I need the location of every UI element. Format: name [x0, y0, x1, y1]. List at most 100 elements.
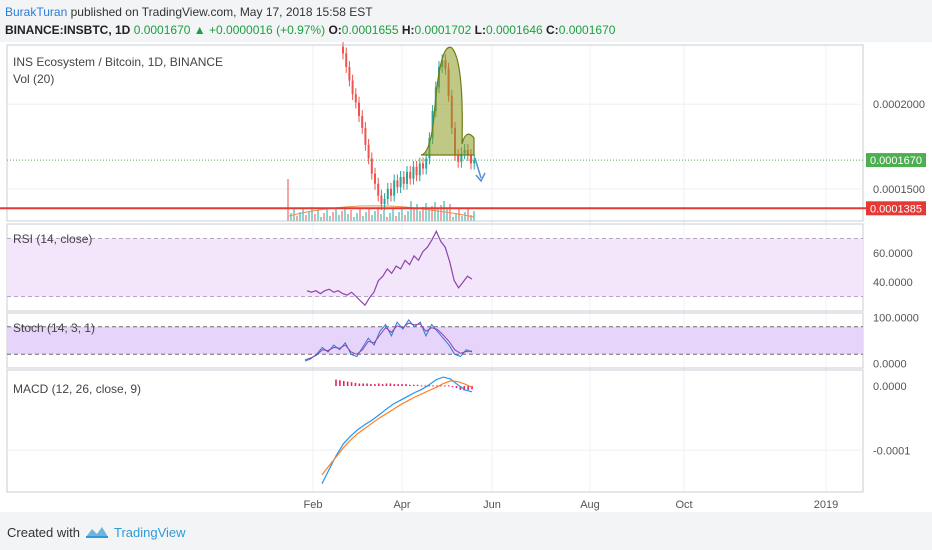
volume-bar [311, 207, 313, 221]
volume-bar [401, 208, 403, 221]
candle-body [358, 102, 360, 117]
volume-bar [308, 211, 310, 221]
macd-histogram-bar [354, 382, 357, 387]
open-label: O: [328, 23, 342, 37]
volume-bar [431, 206, 433, 221]
candle-body [351, 80, 354, 95]
macd-histogram-bar [374, 384, 376, 387]
rsi-pane-title: RSI (14, close) [13, 232, 92, 246]
macd-signal-line [321, 380, 473, 476]
volume-label: Vol (20) [13, 72, 54, 86]
macd-histogram-bar [416, 384, 419, 387]
high-label: H: [401, 23, 415, 37]
volume-bar [347, 214, 349, 221]
open-value: 0.0001655 [341, 23, 399, 37]
volume-bar [317, 210, 319, 221]
current-price-tag [866, 153, 926, 168]
volume-bar [314, 214, 316, 221]
candle-body [370, 158, 373, 174]
macd-histogram-bar [444, 385, 446, 387]
macd-histogram-bar [350, 382, 353, 387]
candle-body [377, 183, 380, 196]
candle-body [473, 160, 476, 164]
candle-body [425, 158, 428, 169]
support-price-tag [866, 201, 926, 216]
candle-body [342, 46, 344, 54]
volume-ma-line [288, 205, 475, 218]
volume-bar [413, 208, 415, 221]
volume-bar [428, 210, 430, 221]
macd-histogram-bar [412, 384, 415, 387]
volume-bar [407, 211, 409, 221]
macd-histogram-bar [455, 386, 458, 388]
created-with-text: Created with [7, 525, 80, 540]
volume-bar [389, 213, 391, 221]
chart-header: BurakTuran published on TradingView.com,… [0, 0, 932, 40]
candle-body [470, 155, 472, 164]
volume-bar [398, 212, 400, 221]
macd-histogram-bar [397, 384, 399, 387]
candle-body [396, 180, 399, 188]
volume-bar [464, 212, 466, 221]
candle-body [399, 177, 402, 188]
macd-histogram-bar [346, 381, 349, 387]
volume-bar [290, 213, 292, 221]
volume-bar [362, 216, 364, 221]
candle-body [361, 116, 364, 128]
low-label: L: [474, 23, 486, 37]
volume-bar [320, 217, 322, 221]
price-tick-label: 0.0001500 [873, 184, 925, 196]
macd-tick-label: -0.0001 [873, 445, 910, 457]
time-tick-label: 2019 [814, 499, 838, 511]
macd-pane-title: MACD (12, 26, close, 9) [13, 382, 141, 396]
high-value: 0.0001702 [414, 23, 472, 37]
macd-histogram-bar [339, 380, 341, 387]
macd-histogram-bar [377, 383, 380, 387]
volume-bar [353, 217, 355, 221]
volume-bar [440, 205, 442, 221]
time-tick-label: Apr [393, 499, 410, 511]
rsi-tick-label: 40.0000 [873, 277, 913, 289]
macd-histogram-bar [335, 379, 337, 387]
volume-bar [437, 209, 439, 221]
symbol-label: BINANCE:INSBTC, 1D [5, 23, 131, 37]
candle-body [380, 195, 383, 205]
volume-bar [329, 216, 331, 221]
volume-bar [470, 215, 472, 221]
last-price: 0.0001670 [133, 23, 191, 37]
candle-body [422, 163, 424, 169]
volume-bar [446, 208, 448, 221]
stoch-d-line [304, 322, 473, 361]
author-link[interactable]: BurakTuran [5, 5, 68, 19]
tradingview-logo-icon [86, 527, 108, 538]
volume-bar [356, 213, 358, 221]
candle-body [374, 173, 376, 184]
volume-bar [434, 202, 436, 221]
down-arrow-icon [474, 157, 482, 179]
volume-bar [443, 201, 445, 221]
time-tick-label: Feb [304, 499, 323, 511]
macd-histogram-bar [409, 384, 411, 387]
volume-bar [410, 201, 412, 221]
candle-body [367, 144, 370, 159]
time-tick-label: Aug [580, 499, 600, 511]
macd-histogram-bar [428, 385, 431, 387]
tradingview-brand-link[interactable]: TradingView [114, 525, 186, 540]
candle-body [348, 67, 351, 81]
time-tick-label: Oct [675, 499, 692, 511]
volume-bar [473, 211, 475, 221]
volume-bar [467, 208, 469, 221]
stoch-band [7, 326, 863, 355]
close-label: C: [546, 23, 559, 37]
macd-histogram-bar [463, 386, 466, 391]
macd-histogram-bar [385, 383, 388, 387]
trading-chart[interactable]: 0.0002000 0.0001500 0.0001670 0.0001385 INS … [0, 42, 932, 512]
ohlc-line: BINANCE:INSBTC, 1D 0.0001670 ▲ +0.000001… [5, 23, 615, 37]
volume-bar [461, 216, 463, 221]
candle-body [386, 188, 389, 199]
volume-bar [326, 209, 328, 221]
macd-histogram-bar [436, 385, 438, 387]
macd-histogram-bar [362, 383, 364, 387]
volume-bar [392, 209, 394, 221]
volume-bar [452, 217, 454, 221]
